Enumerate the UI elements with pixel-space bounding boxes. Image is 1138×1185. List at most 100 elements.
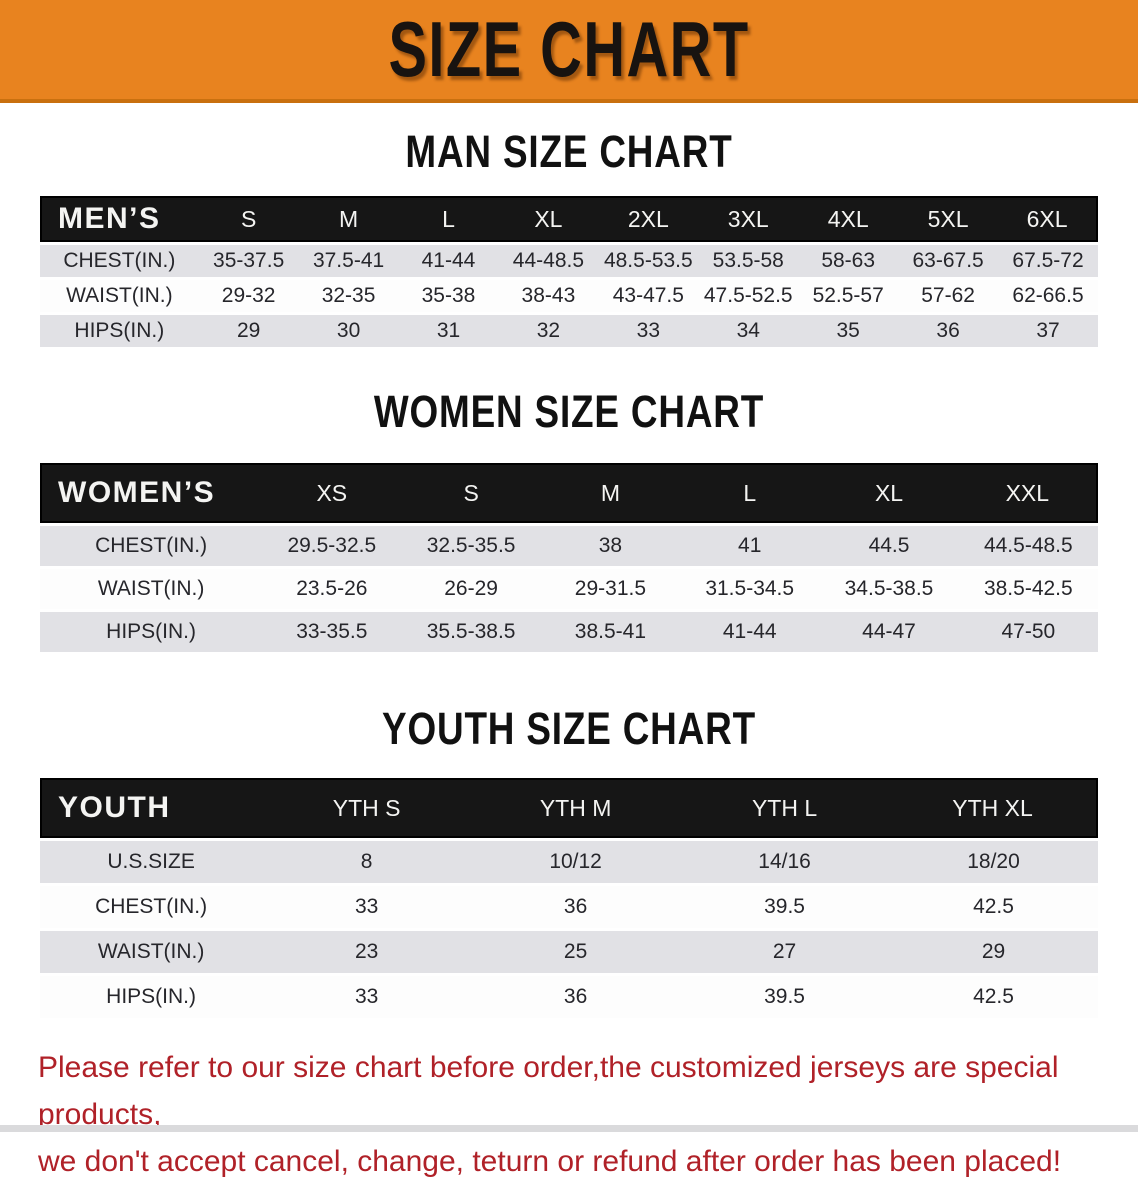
measurement-label: CHEST(IN.) <box>40 245 199 277</box>
measurement-value: 48.5-53.5 <box>598 245 699 277</box>
measurement-value: 35-37.5 <box>198 245 299 277</box>
size-table-header-row: MEN’S S M L XL 2XL 3XL 4XL 5XL 6XL <box>40 196 1098 242</box>
measurement-value: 32 <box>498 315 599 347</box>
measurement-value: 29-32 <box>198 280 299 312</box>
measurement-row: WAIST(IN.) 23 25 27 29 <box>40 931 1098 973</box>
measurement-value: 44.5-48.5 <box>958 526 1098 566</box>
men-size-table-wrap: MEN’S S M L XL 2XL 3XL 4XL 5XL 6XL CHEST(IN.) 35-37… <box>0 193 1138 350</box>
measurement-value: 18/20 <box>889 841 1098 883</box>
measurement-label: HIPS(IN.) <box>40 315 199 347</box>
measurement-label: U.S.SIZE <box>40 841 263 883</box>
size-table-header-row: WOMEN’S XS S M L XL XXL <box>40 463 1098 523</box>
women-size-table: WOMEN’S XS S M L XL XXL CHEST(IN.) 29.5-32.5 32.5… <box>40 460 1098 655</box>
size-column-header: YTH XL <box>889 778 1098 838</box>
size-column-header: 3XL <box>698 196 799 242</box>
size-column-header: M <box>540 463 681 523</box>
measurement-value: 63-67.5 <box>898 245 999 277</box>
measurement-value: 29-31.5 <box>540 569 681 609</box>
measurement-value: 23.5-26 <box>262 569 402 609</box>
measurement-value: 38 <box>540 526 681 566</box>
measurement-value: 37.5-41 <box>298 245 399 277</box>
measurement-row: CHEST(IN.) 33 36 39.5 42.5 <box>40 886 1098 928</box>
measurement-value: 43-47.5 <box>598 280 699 312</box>
measurement-value: 10/12 <box>471 841 681 883</box>
measurement-value: 41-44 <box>680 612 820 652</box>
size-column-header: YTH M <box>471 778 681 838</box>
measurement-value: 34 <box>698 315 799 347</box>
measurement-value: 62-66.5 <box>998 280 1098 312</box>
size-column-header: S <box>401 463 541 523</box>
measurement-row: WAIST(IN.) 23.5-26 26-29 29-31.5 31.5-34.5 34… <box>40 569 1098 609</box>
measurement-value: 29 <box>198 315 299 347</box>
measurement-value: 58-63 <box>798 245 899 277</box>
measurement-value: 29 <box>889 931 1098 973</box>
measurement-value: 31 <box>398 315 499 347</box>
size-column-header: 4XL <box>798 196 899 242</box>
measurement-value: 67.5-72 <box>998 245 1098 277</box>
measurement-value: 33 <box>598 315 699 347</box>
measurement-label: CHEST(IN.) <box>40 526 263 566</box>
measurement-row: CHEST(IN.) 35-37.5 37.5-41 41-44 44-48.5 48.5… <box>40 245 1098 277</box>
measurement-value: 41 <box>680 526 820 566</box>
women-section-heading: WOMEN SIZE CHART <box>373 386 765 437</box>
measurement-value: 29.5-32.5 <box>262 526 402 566</box>
size-charts-main: MAN SIZE CHART MEN’S S M L XL 2XL 3XL 4XL 5XL 6XL… <box>0 128 1138 1021</box>
measurement-value: 32-35 <box>298 280 399 312</box>
table-corner-label: WOMEN’S <box>40 463 263 523</box>
measurement-value: 42.5 <box>889 886 1098 928</box>
measurement-label: HIPS(IN.) <box>40 976 263 1018</box>
size-column-header: S <box>198 196 299 242</box>
youth-size-table: YOUTH YTH S YTH M YTH L YTH XL U.S.SIZE 8 10/12… <box>40 775 1098 1021</box>
measurement-row: HIPS(IN.) 33 36 39.5 42.5 <box>40 976 1098 1018</box>
measurement-label: WAIST(IN.) <box>40 569 263 609</box>
youth-size-table-wrap: YOUTH YTH S YTH M YTH L YTH XL U.S.SIZE 8 10/12… <box>0 775 1138 1021</box>
size-column-header: XL <box>819 463 959 523</box>
measurement-value: 38.5-42.5 <box>958 569 1098 609</box>
women-size-section: WOMEN SIZE CHART WOMEN’S XS S M L XL XXL CHEST(… <box>0 388 1138 655</box>
disclaimer-line-1: Please refer to our size chart before or… <box>38 1051 1059 1131</box>
measurement-value: 31.5-34.5 <box>680 569 820 609</box>
measurement-value: 26-29 <box>401 569 541 609</box>
measurement-value: 39.5 <box>680 976 890 1018</box>
measurement-value: 36 <box>471 976 681 1018</box>
measurement-value: 39.5 <box>680 886 890 928</box>
size-column-header: 5XL <box>898 196 999 242</box>
measurement-value: 44.5 <box>819 526 959 566</box>
measurement-value: 30 <box>298 315 399 347</box>
men-section-heading: MAN SIZE CHART <box>405 126 733 177</box>
measurement-value: 52.5-57 <box>798 280 899 312</box>
measurement-value: 41-44 <box>398 245 499 277</box>
measurement-value: 36 <box>471 886 681 928</box>
measurement-value: 44-48.5 <box>498 245 599 277</box>
measurement-label: HIPS(IN.) <box>40 612 263 652</box>
measurement-label: WAIST(IN.) <box>40 280 199 312</box>
table-corner-label: MEN’S <box>40 196 199 242</box>
measurement-value: 35-38 <box>398 280 499 312</box>
measurement-value: 32.5-35.5 <box>401 526 541 566</box>
measurement-row: WAIST(IN.) 29-32 32-35 35-38 38-43 43-47.5 47.… <box>40 280 1098 312</box>
measurement-value: 8 <box>262 841 472 883</box>
table-corner-label: YOUTH <box>40 778 263 838</box>
measurement-value: 42.5 <box>889 976 1098 1018</box>
measurement-value: 38-43 <box>498 280 599 312</box>
measurement-row: U.S.SIZE 8 10/12 14/16 18/20 <box>40 841 1098 883</box>
size-column-header: L <box>680 463 820 523</box>
size-column-header: M <box>298 196 399 242</box>
measurement-row: HIPS(IN.) 29 30 31 32 33 34 35 36 37 <box>40 315 1098 347</box>
measurement-value: 34.5-38.5 <box>819 569 959 609</box>
size-column-header: YTH L <box>680 778 890 838</box>
measurement-value: 36 <box>898 315 999 347</box>
page-title: SIZE CHART <box>388 5 750 93</box>
measurement-value: 25 <box>471 931 681 973</box>
men-size-section: MAN SIZE CHART MEN’S S M L XL 2XL 3XL 4XL 5XL 6XL… <box>0 128 1138 350</box>
measurement-value: 37 <box>998 315 1098 347</box>
youth-section-heading: YOUTH SIZE CHART <box>382 703 756 754</box>
size-column-header: XL <box>498 196 599 242</box>
measurement-value: 23 <box>262 931 472 973</box>
measurement-value: 57-62 <box>898 280 999 312</box>
size-chart-banner: SIZE CHART <box>0 0 1138 103</box>
measurement-value: 33-35.5 <box>262 612 402 652</box>
women-size-table-wrap: WOMEN’S XS S M L XL XXL CHEST(IN.) 29.5-32.5 32.5… <box>0 460 1138 655</box>
measurement-value: 35 <box>798 315 899 347</box>
size-column-header: XXL <box>958 463 1098 523</box>
